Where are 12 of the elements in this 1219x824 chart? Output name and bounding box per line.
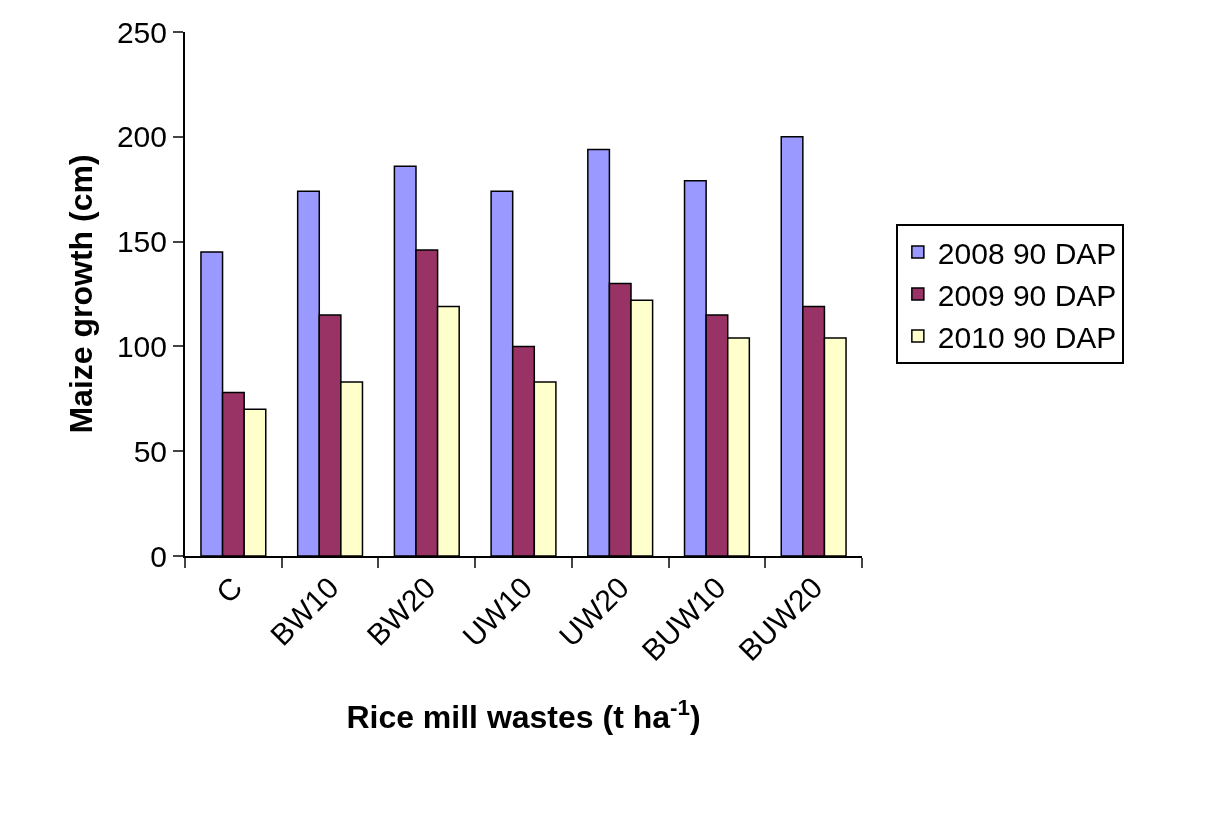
y-axis-title: Maize growth (cm) xyxy=(62,154,99,434)
x-tick-label: C xyxy=(209,570,249,610)
y-tick-label: 50 xyxy=(133,434,167,468)
y-tick-label: 100 xyxy=(116,329,167,363)
y-tick-label: 250 xyxy=(116,15,167,49)
legend-label: 2008 90 DAP xyxy=(937,236,1117,270)
legend-label: 2009 90 DAP xyxy=(937,278,1117,312)
y-tick-label: 0 xyxy=(150,539,167,573)
y-tick-label: 200 xyxy=(116,120,167,154)
legend-label: 2010 90 DAP xyxy=(937,320,1117,354)
y-tick-label: 150 xyxy=(116,225,167,259)
x-axis-title: Rice mill wastes (t ha$^{-1}$) xyxy=(346,694,701,736)
